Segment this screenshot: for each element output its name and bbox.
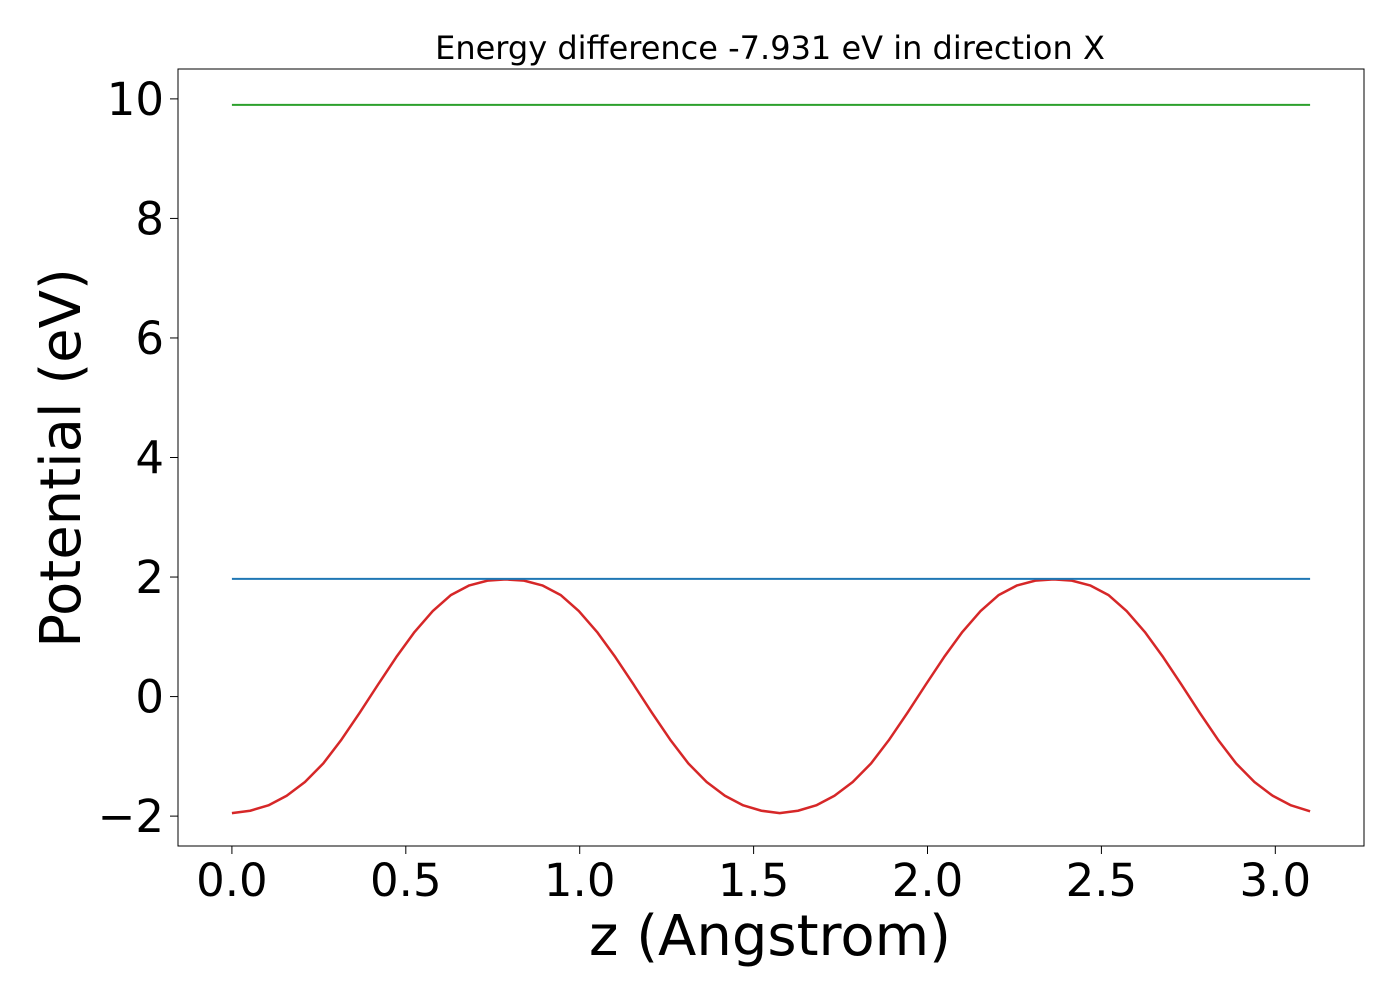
x-tick-label: 0.0	[196, 854, 268, 907]
y-axis: −2 0 2 4 6 8 10	[98, 73, 178, 843]
y-tick-label: 0	[135, 671, 164, 724]
chart-title: Energy difference -7.931 eV in direction…	[435, 29, 1105, 67]
y-tick-label: 2	[135, 551, 164, 604]
x-tick-label: 2.5	[1066, 854, 1138, 907]
y-tick-label: 6	[135, 312, 164, 365]
y-tick-label: 4	[135, 432, 164, 485]
y-axis-label: Potential (eV)	[29, 268, 94, 648]
x-tick-label: 1.5	[718, 854, 790, 907]
y-tick-label: 10	[107, 73, 164, 126]
x-axis: 0.0 0.5 1.0 1.5 2.0 2.5 3.0	[196, 846, 1311, 907]
plot-frame	[177, 68, 1365, 847]
x-axis-label: z (Angstrom)	[589, 904, 951, 969]
series-layer	[231, 103, 1311, 815]
series-line-1	[231, 578, 1311, 815]
y-tick-label: 8	[135, 192, 164, 245]
y-tick-label: −2	[98, 790, 164, 843]
x-tick-label: 1.0	[544, 854, 616, 907]
x-tick-label: 2.0	[892, 854, 964, 907]
x-tick-label: 3.0	[1240, 854, 1312, 907]
x-tick-label: 0.5	[370, 854, 442, 907]
